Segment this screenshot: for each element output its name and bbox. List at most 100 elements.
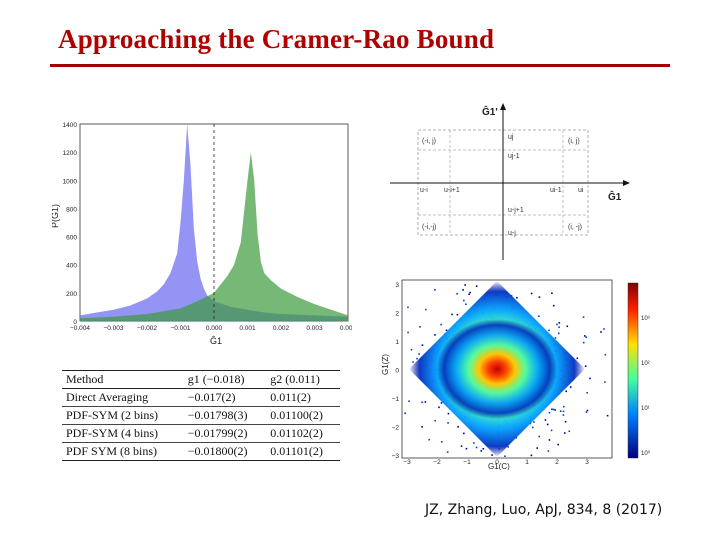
heat-point	[547, 450, 550, 452]
heat-point	[583, 335, 586, 337]
heat-xtick-label: −2	[433, 459, 441, 466]
heat-point	[548, 329, 550, 332]
hist-ylabel: P(Ĝ1)	[52, 204, 60, 228]
heat-point	[559, 410, 562, 413]
title-underline	[50, 64, 670, 67]
heat-point	[462, 288, 464, 291]
svg-text:u-i: u-i	[420, 187, 428, 194]
table-row: PDF-SYM (2 bins) −0.01798(3) 0.01100(2)	[62, 406, 340, 425]
axis-label-vertical: Ĝ1'	[482, 105, 498, 118]
colorbar-tick-label: 10³	[641, 316, 650, 322]
heat-point	[557, 443, 559, 446]
heat-point	[565, 390, 568, 393]
heat-point	[465, 303, 467, 306]
heat-point	[480, 450, 483, 452]
heat-point	[530, 292, 533, 295]
heat-point	[516, 296, 518, 299]
heat-point	[408, 400, 410, 403]
heatmap-chart: −3 −2 −1 0 1 2 3 3 2 1 0 −1 −2 −3 10³ 10² 10¹ 10⁰ G1(Z)…	[381, 279, 651, 470]
heat-point	[434, 288, 436, 291]
heat-point	[407, 306, 409, 309]
heat-point	[582, 341, 585, 344]
heat-point	[538, 296, 541, 298]
heat-point	[531, 426, 534, 429]
heat-point	[465, 447, 468, 450]
heat-point	[585, 411, 588, 413]
colorbar	[627, 282, 639, 459]
heat-point	[456, 292, 458, 295]
heat-point	[557, 332, 560, 335]
cell-bottom-left: (-i,-j)	[422, 224, 436, 231]
hist-ytick-label: 400	[66, 263, 77, 270]
heat-point	[554, 337, 557, 339]
heat-xtick-label: 1	[525, 459, 529, 466]
hist-xtick-label: −0.003	[103, 325, 123, 332]
heat-point	[582, 316, 585, 318]
heat-ylabel: G1(Z)	[381, 354, 390, 375]
heat-point	[536, 447, 538, 449]
heat-point	[533, 421, 535, 423]
heat-point	[463, 299, 465, 302]
heat-point	[473, 442, 475, 444]
heat-point	[558, 322, 561, 324]
heat-point	[568, 430, 571, 433]
cell-top-left: (-i, j)	[422, 138, 436, 145]
heat-xlabel: G1(C)	[488, 462, 510, 470]
heat-point	[456, 313, 459, 316]
heat-ytick-label: 0	[395, 368, 399, 375]
hist-y-ticks: 0 200 400 600 800 1000 1200 1400	[63, 122, 78, 326]
heat-point	[421, 344, 424, 346]
heat-point	[551, 292, 553, 295]
colorbar-tick-label: 10¹	[641, 406, 650, 412]
heat-point	[440, 441, 443, 443]
colorbar-tick-label: 10⁰	[641, 450, 651, 457]
heat-point	[438, 406, 440, 409]
table-row: PDF-SYM (4 bins) −0.01799(2) 0.01102(2)	[62, 424, 340, 443]
heat-point	[507, 446, 509, 448]
heat-point	[447, 412, 450, 415]
hist-xtick-label: −0.001	[170, 325, 190, 332]
svg-text:ui-1: ui-1	[550, 187, 562, 194]
heat-point	[558, 326, 560, 329]
heat-point	[515, 436, 518, 439]
heat-ytick-label: −2	[392, 425, 400, 432]
citation: JZ, Zhang, Luo, ApJ, 834, 8 (2017)	[425, 502, 663, 518]
heat-point	[425, 308, 427, 311]
heat-point	[412, 361, 414, 363]
svg-text:uj-1: uj-1	[508, 153, 520, 160]
heat-point	[469, 291, 471, 294]
colorbar-tick-label: 10²	[641, 361, 650, 367]
heat-point	[548, 439, 551, 441]
heat-point	[562, 405, 565, 408]
hist-ytick-label: 200	[66, 291, 77, 298]
heat-point	[604, 353, 607, 356]
axis-label-horizontal: Ĝ1	[608, 190, 622, 203]
hist-xtick-label: 0.002	[273, 325, 290, 332]
heat-xtick-label: 3	[585, 459, 589, 466]
heat-point	[491, 454, 493, 456]
heat-point	[410, 348, 413, 351]
heat-point	[407, 331, 409, 334]
heat-point	[548, 411, 551, 414]
heat-point	[447, 422, 449, 424]
hist-ytick-label: 800	[66, 206, 77, 213]
heat-point	[504, 455, 506, 457]
hist-xtick-label: −0.004	[70, 325, 90, 332]
hist-xtick-label: 0.003	[306, 325, 323, 332]
hist-ytick-label: 0	[73, 319, 77, 326]
heat-point	[424, 401, 427, 403]
heat-point	[603, 328, 605, 330]
heat-point	[457, 426, 459, 428]
heat-point	[475, 285, 478, 287]
svg-text:ui: ui	[578, 187, 584, 194]
cell-top-right: (i, j)	[568, 138, 580, 145]
heat-point	[563, 432, 566, 434]
heat-point	[554, 409, 556, 411]
heat-point	[440, 323, 442, 326]
heat-point	[552, 408, 555, 411]
heat-point	[446, 451, 449, 453]
heat-point	[544, 419, 547, 421]
heat-point	[428, 438, 431, 441]
svg-text:u-j+1: u-j+1	[508, 207, 524, 214]
